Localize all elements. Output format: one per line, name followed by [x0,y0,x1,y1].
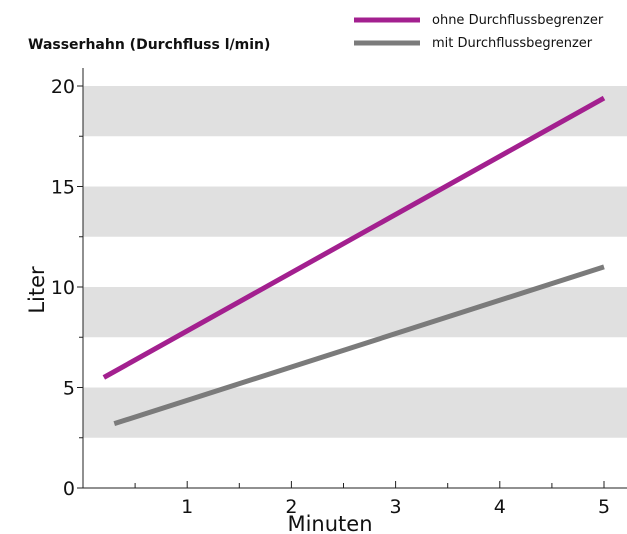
axes [82,68,627,489]
y-axis-label: Liter [25,266,49,314]
x-ticks: 1 2 3 4 5 [134,481,610,518]
y-ticks: 0 5 10 15 20 [51,76,83,500]
chart-title: Wasserhahn (Durchfluss l/min) [28,37,270,53]
y-tick-label: 0 [63,478,75,500]
x-tick-label: 5 [598,496,610,518]
x-tick-label: 2 [285,496,297,518]
y-tick-label: 5 [63,378,75,400]
x-tick-label: 1 [181,496,193,518]
x-tick-label: 3 [390,496,402,518]
grid-band-0 [83,387,627,438]
grid-band-1 [83,287,627,338]
grid-band-2 [83,186,627,237]
y-tick-label: 10 [51,277,75,299]
x-tick-label: 4 [494,496,506,518]
grid-band-3 [83,86,627,137]
background-bands [83,86,627,438]
series-line-mit-durchflussbegrenzer [113,264,605,427]
series-line-ohne-durchflussbegrenzer [102,95,606,380]
legend-label: mit Durchflussbegrenzer [432,36,593,51]
legend-label: ohne Durchflussbegrenzer [432,13,604,28]
y-tick-label: 15 [51,177,75,199]
series-lines [102,95,606,427]
legend: ohne Durchflussbegrenzer mit Durchflussbe… [354,13,604,51]
x-axis-label: Minuten [287,512,372,534]
y-tick-label: 20 [51,76,75,98]
